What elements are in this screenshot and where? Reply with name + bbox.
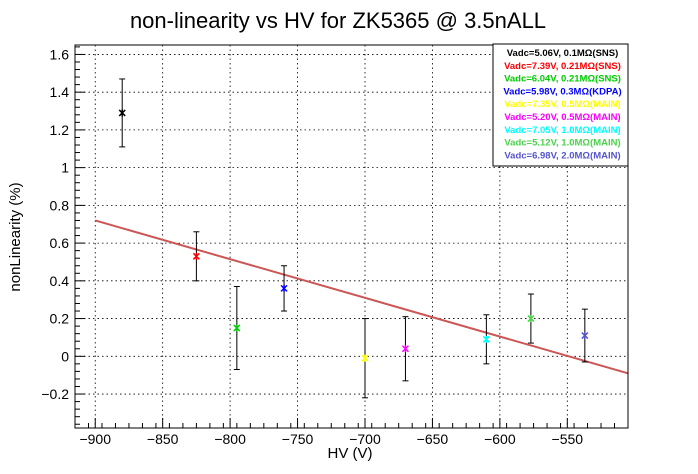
x-tick-label: −900	[79, 431, 111, 447]
data-point	[482, 335, 490, 343]
legend-entry: Vadc=5.98V, 0.3MΩ(KDPA)	[503, 86, 621, 97]
y-axis-title: nonLinearity (%)	[7, 182, 24, 291]
x-tick-label: −800	[214, 431, 246, 447]
y-tick-label: 0.8	[50, 197, 70, 213]
legend: Vadc=5.06V, 0.1MΩ(SNS) Vadc=7.39V, 0.21MΩ…	[492, 43, 629, 167]
data-point	[118, 109, 126, 117]
x-tick-label: −550	[552, 431, 584, 447]
data-point	[401, 345, 409, 353]
x-axis: −900 −850 −800 −750 −700 −650 −600 −550	[74, 418, 629, 447]
x-tick-label: −750	[282, 431, 314, 447]
y-tick-label: −0.2	[41, 386, 69, 402]
data-point	[527, 315, 535, 323]
data-point	[192, 252, 200, 260]
y-tick-label: 0.2	[50, 311, 70, 327]
legend-entry: Vadc=7.05V, 1.0MΩ(MAIN)	[504, 125, 620, 136]
x-tick-label: −850	[147, 431, 179, 447]
x-tick-label: −650	[417, 431, 449, 447]
legend-entry: Vadc=5.20V, 0.5MΩ(MAIN)	[504, 112, 620, 123]
x-tick-label: −600	[484, 431, 516, 447]
x-tick-label: −700	[349, 431, 381, 447]
x-axis-title: HV (V)	[328, 445, 373, 462]
y-tick-label: 1.6	[50, 46, 70, 62]
y-tick-label: 0.4	[50, 273, 70, 289]
data-point	[361, 354, 369, 362]
chart-title: non-linearity vs HV for ZK5365 @ 3.5nALL	[130, 8, 546, 33]
data-point	[233, 324, 241, 332]
y-tick-label: 0.6	[50, 235, 70, 251]
plot-frame	[74, 44, 629, 429]
legend-entry: Vadc=6.98V, 2.0MΩ(MAIN)	[504, 150, 620, 161]
data-point	[280, 284, 288, 292]
fit-line-group	[94, 219, 629, 375]
legend-entry: Vadc=6.04V, 0.21MΩ(SNS)	[504, 74, 621, 85]
data-point	[581, 332, 589, 340]
legend-box	[492, 43, 629, 167]
y-tick-label: 1.4	[50, 84, 70, 100]
legend-entry: Vadc=7.35V, 0.5MΩ(MAIN)	[504, 99, 620, 110]
legend-entry: Vadc=7.39V, 0.21MΩ(SNS)	[504, 61, 621, 72]
y-tick-label: 0	[61, 348, 69, 364]
y-axis: −0.2 0 0.2 0.4 0.6 0.8 1 1.2 1.4 1.6	[41, 46, 85, 425]
legend-entry: Vadc=5.12V, 1.0MΩ(MAIN)	[504, 138, 620, 149]
fit-line	[94, 219, 629, 375]
y-tick-label: 1	[61, 160, 69, 176]
data-points	[118, 78, 589, 399]
y-tick-label: 1.2	[50, 122, 70, 138]
legend-entry: Vadc=5.06V, 0.1MΩ(SNS)	[507, 48, 619, 59]
